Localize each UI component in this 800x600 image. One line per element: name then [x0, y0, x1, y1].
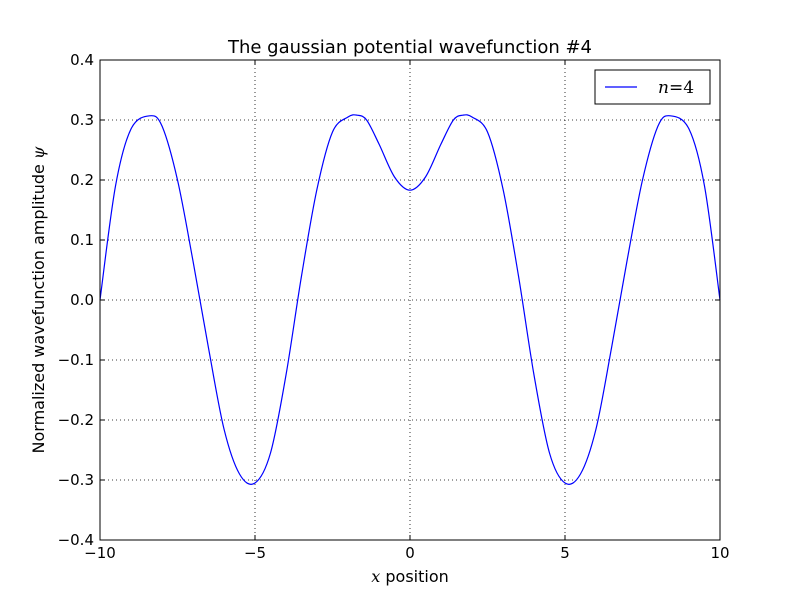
y-axis-label-text: Normalized wavefunction amplitude [29, 159, 48, 453]
y-tick-label: −0.2 [58, 411, 94, 429]
x-axis-label-text: position [380, 567, 448, 586]
y-tick-label: 0.0 [70, 291, 94, 309]
grid [100, 60, 720, 540]
x-tick-label: −10 [84, 544, 116, 562]
legend-label-math-n: n [658, 78, 669, 98]
y-tick-label: −0.3 [58, 471, 94, 489]
x-tick-label: 5 [560, 544, 570, 562]
legend-label-n4: n=4 [658, 78, 694, 98]
chart-title: The gaussian potential wavefunction #4 [227, 37, 592, 58]
legend-label-value: 4 [683, 78, 694, 98]
y-tick-label: −0.4 [58, 531, 94, 549]
x-axis-label: x position [371, 567, 449, 586]
series-line-n4 [99, 114, 721, 485]
y-axis-label-math: ψ [29, 146, 48, 159]
x-axis-label-math: x [371, 567, 380, 586]
legend-label-eq: = [669, 78, 683, 98]
ticks: −10 −5 0 5 10 −0.4 −0.3 −0.2 −0.1 0.0 0.1 0.2 0.3 0.4 [58, 51, 730, 562]
y-tick-label: −0.1 [58, 351, 94, 369]
y-tick-label: 0.4 [70, 51, 94, 69]
y-tick-label: 0.3 [70, 111, 94, 129]
series-layer [99, 114, 721, 485]
legend: n=4 [594, 69, 711, 105]
x-tick-label: 10 [710, 544, 729, 562]
y-tick-label: 0.2 [70, 171, 94, 189]
y-tick-label: 0.1 [70, 231, 94, 249]
x-tick-label: −5 [244, 544, 266, 562]
x-tick-label: 0 [405, 544, 415, 562]
y-axis-label: Normalized wavefunction amplitude ψ [29, 146, 48, 453]
